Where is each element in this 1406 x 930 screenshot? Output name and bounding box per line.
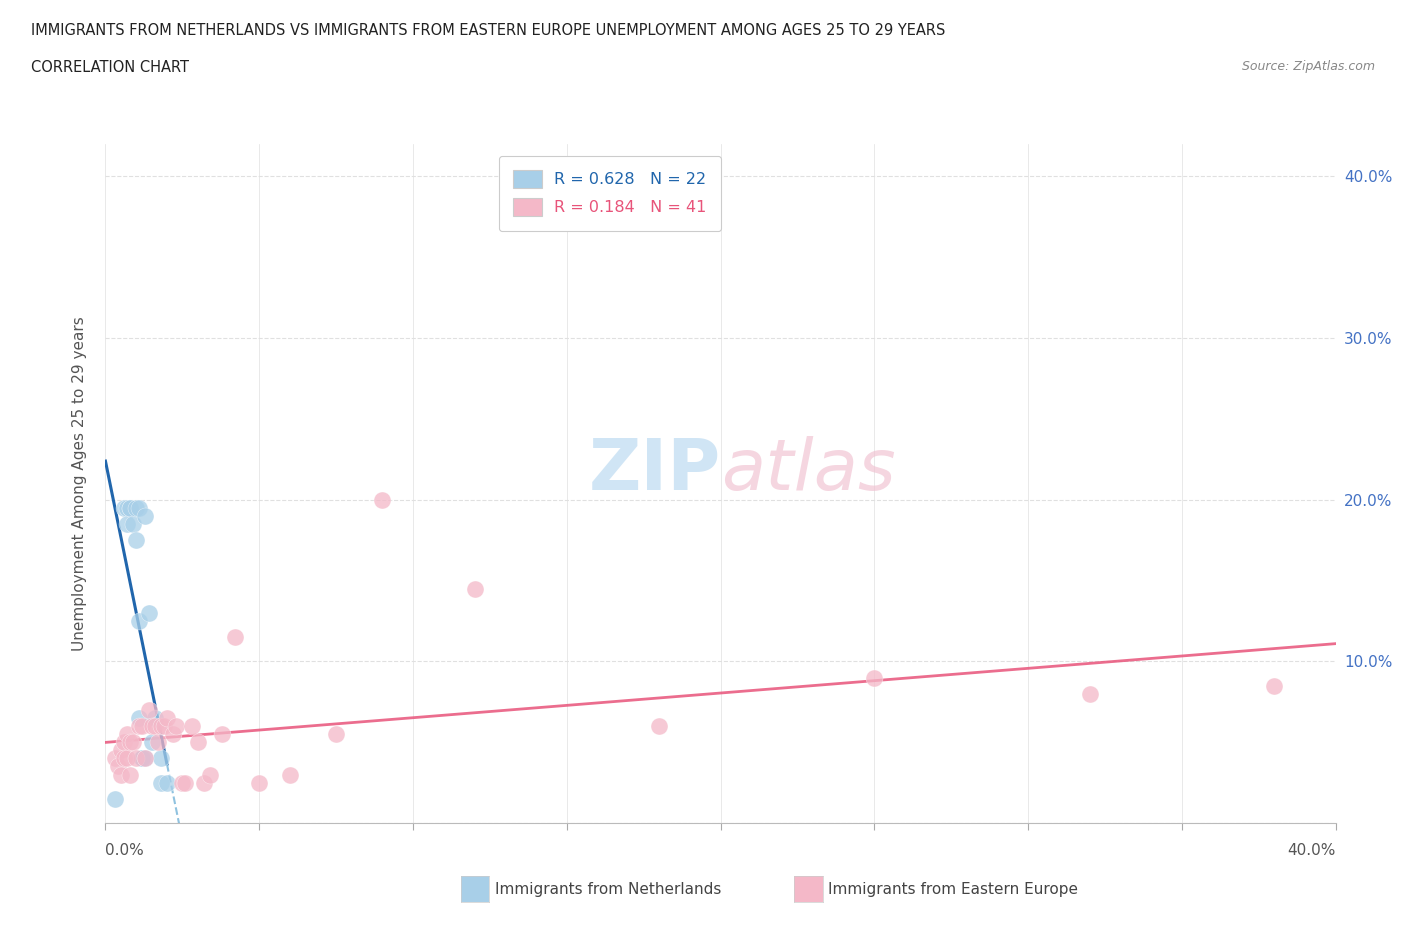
Text: atlas: atlas [721, 435, 896, 504]
Point [156, 776, 179, 790]
Point [193, 776, 215, 790]
Y-axis label: Unemployment Among Ages 25 to 29 years: Unemployment Among Ages 25 to 29 years [72, 316, 87, 651]
Point [180, 719, 202, 734]
Point [115, 500, 138, 515]
Point [134, 751, 156, 765]
Point [138, 702, 160, 717]
Point [371, 492, 394, 507]
Point [149, 751, 172, 765]
Point [149, 776, 172, 790]
Point [107, 759, 129, 774]
Point [120, 735, 141, 750]
Point [143, 719, 166, 734]
Point [125, 500, 148, 515]
Text: ZIP: ZIP [588, 435, 721, 504]
Point [120, 500, 141, 515]
Point [464, 581, 486, 596]
Text: CORRELATION CHART: CORRELATION CHART [31, 60, 188, 75]
Point [162, 726, 184, 741]
Point [247, 776, 270, 790]
Point [122, 516, 145, 531]
Point [112, 735, 135, 750]
Point [115, 726, 138, 741]
Point [131, 719, 153, 734]
Text: Source: ZipAtlas.com: Source: ZipAtlas.com [1241, 60, 1375, 73]
Text: Immigrants from Eastern Europe: Immigrants from Eastern Europe [828, 882, 1078, 897]
Point [122, 735, 145, 750]
Point [278, 767, 301, 782]
Text: 0.0%: 0.0% [105, 844, 145, 858]
Point [141, 719, 163, 734]
Point [156, 711, 179, 725]
Point [325, 726, 347, 741]
Point [125, 751, 148, 765]
Point [120, 500, 141, 515]
Text: 40.0%: 40.0% [1288, 844, 1336, 858]
Text: Immigrants from Netherlands: Immigrants from Netherlands [495, 882, 721, 897]
Point [146, 735, 169, 750]
Point [128, 719, 150, 734]
Point [125, 533, 148, 548]
Point [174, 776, 197, 790]
Point [141, 735, 163, 750]
Point [110, 767, 132, 782]
Point [131, 751, 153, 765]
Point [143, 711, 166, 725]
Point [648, 719, 671, 734]
Point [138, 605, 160, 620]
Legend: R = 0.628   N = 22, R = 0.184   N = 41: R = 0.628 N = 22, R = 0.184 N = 41 [499, 155, 721, 231]
Point [128, 500, 150, 515]
Point [104, 751, 127, 765]
Point [134, 751, 156, 765]
Point [224, 630, 246, 644]
Point [1263, 678, 1285, 693]
Point [112, 500, 135, 515]
Point [134, 509, 156, 524]
Point [128, 614, 150, 629]
Point [120, 767, 141, 782]
Point [112, 751, 135, 765]
Point [131, 751, 153, 765]
Point [1078, 686, 1101, 701]
Point [165, 719, 187, 734]
Text: IMMIGRANTS FROM NETHERLANDS VS IMMIGRANTS FROM EASTERN EUROPE UNEMPLOYMENT AMONG: IMMIGRANTS FROM NETHERLANDS VS IMMIGRANT… [31, 23, 945, 38]
Point [198, 767, 221, 782]
Point [128, 711, 150, 725]
Point [153, 719, 176, 734]
Point [104, 791, 127, 806]
Point [187, 735, 209, 750]
Point [115, 751, 138, 765]
Point [172, 776, 194, 790]
Point [149, 719, 172, 734]
Point [211, 726, 233, 741]
Point [110, 743, 132, 758]
Point [115, 516, 138, 531]
Point [863, 671, 886, 685]
